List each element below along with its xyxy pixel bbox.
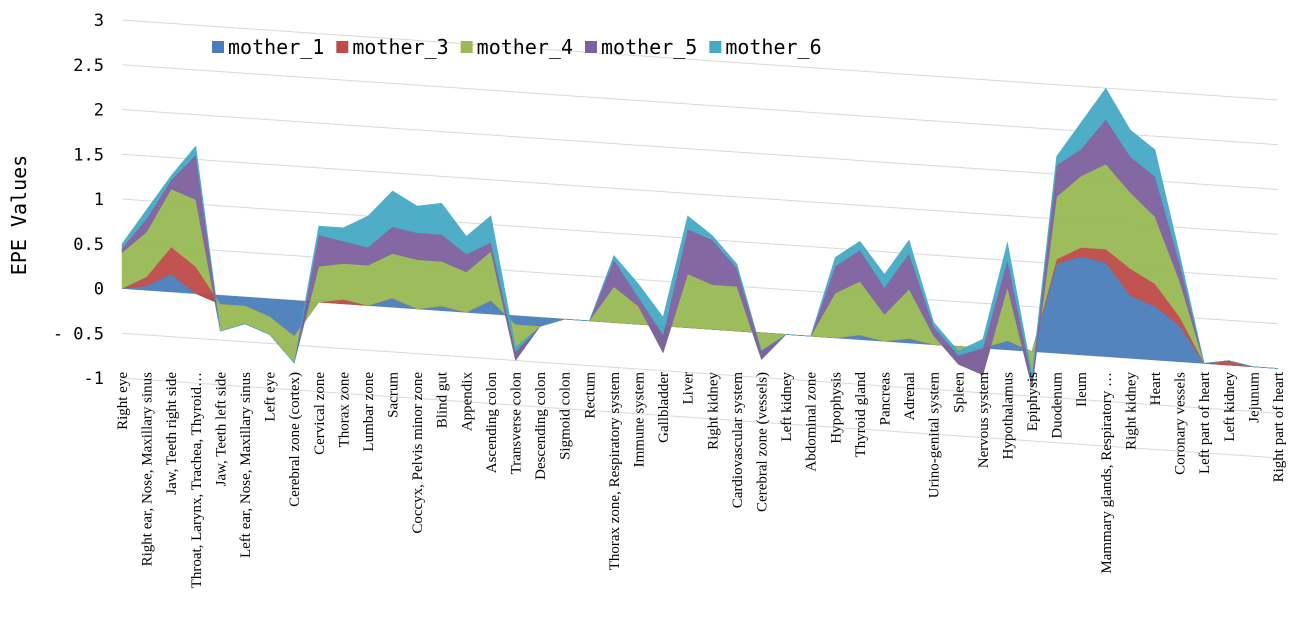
x-tick-label: Left kidney — [1222, 372, 1238, 442]
x-tick-label: Left kidney — [779, 372, 795, 442]
x-tick-label: Right part of heart — [1271, 371, 1287, 482]
x-tick-label: Hypophysis — [828, 372, 844, 444]
legend-swatch — [709, 41, 722, 53]
x-tick-label: Thorax zone — [336, 372, 352, 448]
x-tick-label: Right kidney — [1123, 372, 1139, 450]
x-tick-label: Abdominal zone — [804, 372, 820, 472]
x-tick-label: Cardiovascular system — [730, 372, 746, 509]
y-tick-label: - 0.5 — [53, 324, 104, 344]
y-tick-label: 0.5 — [73, 235, 104, 255]
x-tick-label: Ascending colon — [484, 372, 500, 474]
x-tick-label: Left eye — [263, 372, 279, 422]
legend-swatch — [584, 41, 597, 53]
x-tick-label: Right kidney — [705, 372, 721, 450]
x-tick-label: Thyroid gland — [853, 372, 869, 458]
x-tick-label: Sacrum — [386, 372, 402, 418]
x-tick-label: Cerebral zone (vessels) — [754, 372, 770, 512]
x-tick-label: Heart — [1148, 371, 1164, 405]
x-tick-label: Right eye — [115, 372, 131, 430]
legend-label: mother_3 — [352, 35, 448, 59]
x-tick-label: Nervous system — [976, 372, 992, 469]
x-tick-label: Gallbladder — [656, 372, 672, 443]
x-tick-label: Adrenal — [902, 372, 918, 420]
x-tick-label: Sigmoid colon — [558, 372, 574, 460]
y-tick-label: 2 — [94, 101, 104, 121]
grid-line — [121, 19, 1279, 101]
x-tick-label: Rectum — [582, 372, 598, 419]
y-tick-label: 2.5 — [73, 56, 104, 76]
x-tick-label: Duodenum — [1050, 372, 1066, 439]
grid-line — [121, 377, 1279, 459]
x-tick-label: Jaw, Teeth right side — [164, 372, 180, 495]
legend-label: mother_4 — [477, 35, 573, 59]
x-tick-label: Coronary vessels — [1173, 372, 1189, 475]
x-tick-label: Mammary glands, Respiratory … — [1099, 372, 1115, 574]
x-tick-label: Urino-genital system — [927, 372, 943, 499]
x-tick-label: Descending colon — [533, 372, 549, 480]
y-tick-label: 3 — [94, 11, 104, 31]
legend-label: mother_6 — [725, 35, 821, 59]
legend-label: mother_1 — [228, 35, 324, 59]
x-tick-label: Ileum — [1074, 372, 1090, 407]
x-tick-label: Immune system — [632, 372, 648, 468]
x-tick-label: Appendix — [459, 372, 475, 432]
area — [121, 87, 1279, 379]
x-tick-label: Spleen — [951, 372, 967, 413]
x-tick-label: Throat, Larynx, Trachea, Thyroid… — [189, 372, 205, 588]
x-tick-label: Liver — [681, 372, 697, 404]
legend-swatch — [336, 41, 349, 53]
x-tick-label: Jaw, Teeth left side — [213, 372, 229, 487]
x-tick-label: Left ear, Nose, Maxillary sinus — [238, 372, 254, 558]
legend-label: mother_5 — [601, 35, 697, 59]
x-tick-label: Pancreas — [877, 372, 893, 425]
x-tick-label: Blind gut — [435, 371, 451, 428]
x-tick-label: Cerebral zone (cortex) — [287, 372, 303, 507]
x-tick-label: Coccyx, Pelvis minor zone — [410, 372, 426, 534]
y-tick-label: 1.5 — [73, 145, 104, 165]
x-tick-label: Left part of heart — [1197, 371, 1213, 474]
y-tick-label: 1 — [94, 190, 104, 210]
x-tick-label: Jejunum — [1246, 372, 1262, 423]
x-tick-label: Cervical zone — [312, 372, 328, 455]
legend-swatch — [460, 41, 473, 53]
x-tick-label: Transverse colon — [509, 372, 525, 475]
x-tick-label: Lumbar zone — [361, 372, 377, 452]
x-tick-label: Right ear, Nose, Maxillary sinus — [140, 372, 156, 567]
x-tick-label: Hypothalamus — [1000, 372, 1016, 460]
grid-line — [121, 332, 1279, 414]
legend-swatch — [212, 41, 224, 53]
x-tick-label: Thorax zone, Respiratory system — [607, 372, 623, 571]
y-tick-label: 0 — [94, 280, 104, 300]
x-tick-label: Epiphysis — [1025, 372, 1041, 431]
y-tick-label: -1 — [84, 369, 104, 389]
y-axis-title: EPE Values — [7, 155, 31, 275]
